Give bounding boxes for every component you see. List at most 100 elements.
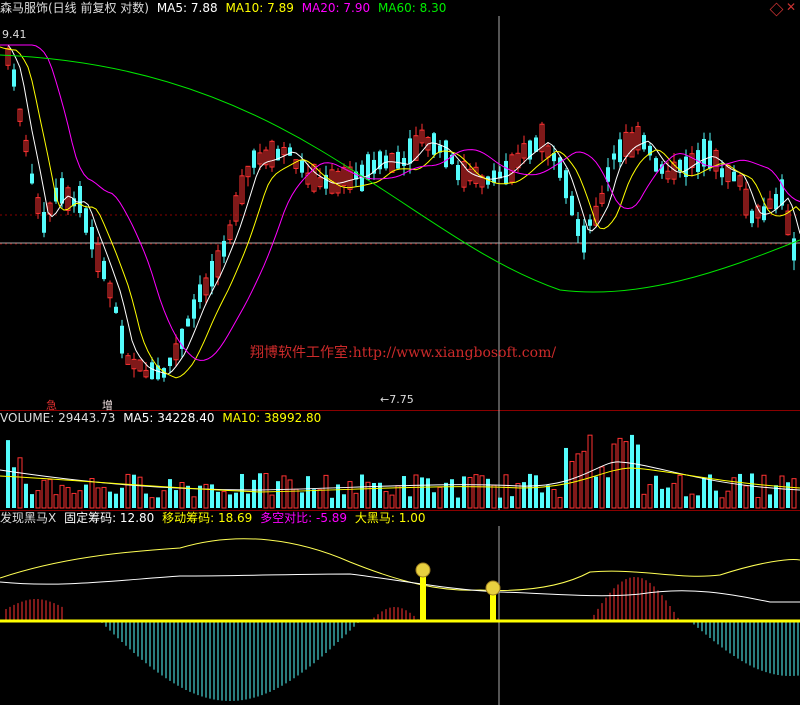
volume-bar [606, 477, 610, 508]
candle-body [570, 195, 574, 216]
volume-bar [456, 497, 460, 508]
candle-body [623, 131, 629, 157]
volume-bar [293, 488, 299, 509]
candle-body [305, 172, 311, 185]
volume-bar [252, 479, 256, 508]
price-pane[interactable]: 森马服饰(日线 前复权 对数) MA5: 7.88 MA10: 7.89 MA2… [0, 0, 800, 410]
volume-bar [41, 479, 47, 509]
vol-ma5-value: MA5: 34228.40 [123, 411, 215, 425]
volume-bar [564, 447, 568, 508]
indicator-name: 发现黑马X [0, 511, 57, 525]
volume-bar [503, 474, 509, 509]
dark-horse-signal-bar [420, 572, 426, 621]
candle-body [665, 170, 671, 180]
candle-body [767, 198, 773, 209]
candle-body [402, 157, 406, 166]
candle-body [438, 145, 442, 153]
volume-bar [317, 489, 323, 509]
candle-body [582, 225, 586, 253]
candlestick-chart[interactable] [0, 0, 800, 410]
close-icon[interactable]: ✕ [786, 0, 797, 14]
candle-body [792, 238, 796, 261]
ma5-value: MA5: 7.88 [156, 1, 218, 15]
volume-bar [611, 443, 617, 509]
vol-ma10-line [0, 467, 800, 493]
candle-body [720, 168, 724, 178]
volume-bar [342, 494, 346, 508]
volume-bar [372, 482, 376, 508]
ma10-line [0, 46, 800, 379]
candle-body [479, 175, 485, 188]
volume-bar [6, 440, 10, 508]
candle-body [102, 260, 106, 280]
candle-body [192, 299, 196, 319]
ma5-line [0, 44, 800, 375]
fixed-chips-line [0, 573, 800, 603]
volume-bar [467, 477, 473, 509]
volume-bar [599, 466, 605, 509]
signal-tag-increase: 增 [102, 399, 113, 412]
volume-bar [473, 474, 479, 509]
pane-divider [0, 410, 800, 411]
volume-bar [450, 479, 454, 508]
candle-body [606, 167, 610, 182]
candle-body [125, 355, 131, 365]
volume-bar [755, 497, 761, 509]
candle-body [137, 359, 143, 372]
candle-body [263, 149, 269, 166]
volume-bar [786, 482, 790, 508]
candle-body [552, 153, 556, 162]
volume-bar [137, 476, 143, 509]
candle-body [528, 140, 532, 160]
volume-bar [258, 473, 262, 508]
candle-body [227, 224, 233, 241]
candle-body [618, 139, 622, 163]
watermark-text: 翔博软件工作室:http://www.xiangbosoft.com/ [250, 345, 557, 361]
candle-body [360, 164, 364, 192]
indicator-pane[interactable]: 发现黑马X 固定筹码: 12.80 移动筹码: 18.69 多空对比: -5.8… [0, 510, 800, 705]
candle-body [558, 157, 562, 178]
candle-body [281, 146, 287, 156]
candle-body [210, 260, 214, 287]
candle-body [750, 210, 754, 224]
volume-bar [108, 491, 112, 508]
volume-bar [269, 494, 275, 509]
candle-body [492, 170, 496, 183]
volume-bar [30, 494, 34, 508]
volume-bar [312, 489, 316, 508]
volume-bar [666, 487, 670, 508]
indicator-header: 发现黑马X 固定筹码: 12.80 移动筹码: 18.69 多空对比: -5.8… [0, 510, 429, 526]
candle-body [762, 206, 766, 221]
candle-body [245, 165, 251, 178]
candle-body [456, 164, 460, 181]
indicator-chart[interactable] [0, 510, 800, 705]
candle-body [732, 171, 736, 182]
volume-bar [161, 490, 167, 509]
volume-bar [114, 493, 118, 508]
volume-bar [378, 482, 382, 508]
candle-body [785, 210, 791, 236]
volume-bar [12, 467, 16, 508]
candle-body [30, 173, 34, 184]
volume-pane[interactable]: VOLUME: 29443.73 MA5: 34228.40 MA10: 389… [0, 410, 800, 510]
candle-body [120, 325, 124, 354]
candle-body [504, 160, 508, 185]
volume-bar [569, 460, 575, 509]
volume-bar [287, 479, 293, 509]
volume-bar [47, 479, 53, 509]
volume-bar [671, 482, 677, 509]
candle-body [5, 48, 11, 66]
volume-bar [365, 481, 371, 509]
candle-body [588, 219, 592, 226]
volume-bar [630, 434, 634, 508]
candle-body [671, 161, 677, 180]
candle-body [107, 282, 113, 299]
volume-bar [515, 483, 521, 509]
candle-body [564, 170, 568, 199]
volume-bar [743, 485, 749, 509]
volume-chart[interactable] [0, 410, 800, 510]
candle-body [65, 187, 71, 211]
candle-body [186, 318, 190, 327]
candle-body [678, 159, 682, 172]
stock-title: 森马服饰(日线 前复权 对数) [0, 1, 149, 15]
